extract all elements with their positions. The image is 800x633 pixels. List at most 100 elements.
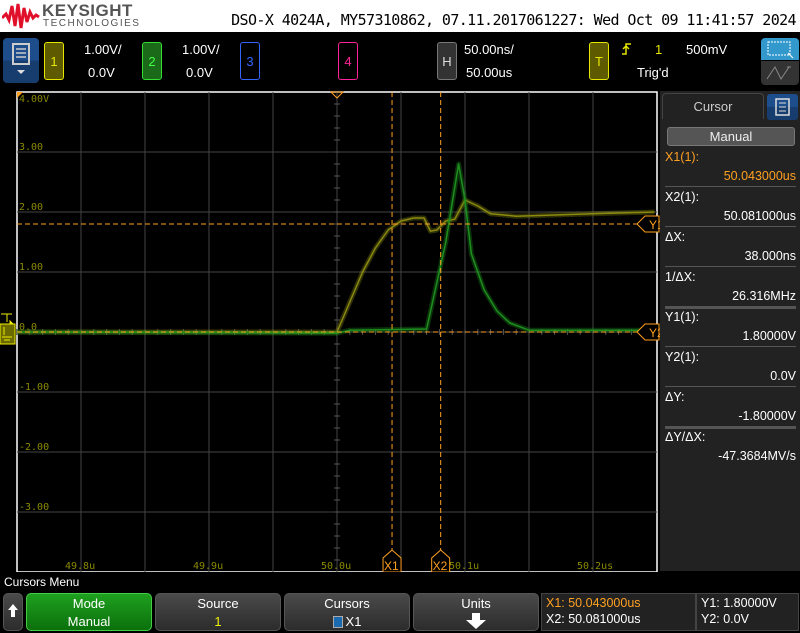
channel-2-scale: 1.00V/ [182, 42, 220, 57]
trigger-status: Trig'd [637, 65, 669, 80]
readout-x1: X1: 50.043000us [546, 596, 641, 610]
channel-2-label: 2 [148, 53, 156, 69]
horizontal-button[interactable]: H [437, 42, 457, 80]
trigger-source: 1 [655, 42, 663, 57]
cursor-row: ΔX: 38.000ns [665, 227, 796, 266]
cursor-row-label: Y2(1): [665, 350, 700, 364]
channel-1-offset: 0.0V [88, 65, 115, 80]
trigger-label: T [595, 53, 603, 69]
waveform-icon [766, 66, 791, 80]
y-tick-label: 4.00V [19, 94, 49, 105]
x-cursor-marker [382, 549, 402, 572]
y-cursor-label: Y2 [649, 326, 660, 340]
cursor-row: ΔY/ΔX: -47.3684MV/s [665, 427, 796, 466]
waveform-tool-button[interactable] [761, 61, 799, 85]
waveform-display[interactable]: 4.00V 3.00 2.00 1.00 0.0 -1.00 -2.00 -3.00 49.8u… [0, 91, 660, 572]
cursor-readout-y: Y1: 1.80000V Y2: 0.0V [696, 593, 799, 631]
mode-softkey-value: Manual [67, 614, 111, 629]
y-tick-label: 1.00 [19, 262, 43, 273]
tab-cursor[interactable]: Cursor [662, 93, 764, 119]
y-cursor-label: Y1 [649, 218, 660, 232]
divider [665, 346, 796, 347]
divider [665, 306, 796, 309]
cursor-row: ΔY: -1.80000V [665, 387, 796, 426]
cursor-row: 1/ΔX: 26.316MHz [665, 267, 796, 306]
cursor-color-swatch [332, 616, 343, 628]
cursor-row-value: 26.316MHz [732, 289, 796, 303]
channel-3-label: 3 [246, 53, 254, 69]
timebase-scale: 50.00ns/ [464, 42, 514, 57]
divider [665, 426, 796, 429]
channel-1-label: 1 [50, 53, 58, 69]
source-softkey-label: Source [197, 596, 239, 611]
rising-edge-icon [622, 43, 631, 55]
channel-2-offset: 0.0V [186, 65, 213, 80]
channel-1-scale: 1.00V/ [84, 42, 122, 57]
y-tick-label: 2.00 [19, 202, 43, 213]
cursor-row-value: -1.80000V [738, 409, 796, 423]
cursor-row-value: 50.043000us [723, 169, 796, 183]
cursor-panel: Cursor Manual X1(1): 50.043000us X2(1): 50.… [660, 91, 800, 571]
divider [665, 186, 796, 187]
cursor-row-value: 0.0V [770, 369, 796, 383]
back-button[interactable] [3, 593, 23, 631]
trigger-level: 500mV [686, 42, 728, 57]
horizontal-label: H [442, 53, 452, 69]
arrow-up-icon [8, 604, 18, 617]
cursors-softkey[interactable]: Cursors X1 [284, 593, 410, 631]
cursor-row-value: 50.081000us [723, 209, 796, 223]
channel-4-button[interactable]: 4 [338, 42, 358, 80]
y-tick-label: -1.00 [19, 382, 49, 393]
divider [665, 226, 796, 227]
x-cursor-marker [431, 549, 451, 572]
cursor-row-value: -47.3684MV/s [718, 449, 796, 463]
timebase-delay: 50.00us [466, 65, 513, 80]
main-menu-button[interactable] [3, 38, 39, 83]
units-softkey-label: Units [461, 596, 491, 611]
menu-icon [12, 43, 30, 74]
readout-x2: X2: 50.081000us [546, 612, 641, 626]
readout-y1: Y1: 1.80000V [701, 596, 777, 610]
channel-4-label: 4 [344, 53, 352, 69]
brand-name: KEYSIGHT [42, 1, 133, 20]
brand-sub: TECHNOLOGIES [43, 18, 141, 29]
cursors-softkey-value: X1 [345, 614, 362, 629]
cursor-row: X1(1): 50.043000us [665, 147, 796, 186]
mode-softkey[interactable]: Mode Manual [26, 593, 152, 631]
mode-softkey-label: Mode [72, 596, 106, 611]
mode-manual-button[interactable]: Manual [667, 127, 795, 146]
x-tick-label: 50.0u [321, 561, 351, 572]
cursor-row-label: Y1(1): [665, 310, 700, 324]
panel-menu-tab[interactable] [767, 94, 798, 120]
source-softkey[interactable]: Source 1 [155, 593, 281, 631]
cursor-row-value: 1.80000V [742, 329, 796, 343]
cursor-row-label: X1(1): [665, 150, 700, 164]
x-cursor-label: X2 [433, 559, 448, 572]
x-cursor-label: X1 [384, 559, 399, 572]
cursor-row-label: ΔY: [665, 390, 685, 404]
cursor-row: Y2(1): 0.0V [665, 347, 796, 386]
cursor-row-label: X2(1): [665, 190, 700, 204]
trigger-button[interactable]: T [589, 42, 609, 80]
x-tick-label: 50.2us [577, 561, 613, 572]
units-softkey[interactable]: Units [413, 593, 539, 631]
ground-icon [2, 327, 12, 341]
cursor-row-label: ΔX: [665, 230, 686, 244]
y-tick-label: -2.00 [19, 442, 49, 453]
list-icon [775, 98, 790, 116]
channel-3-button[interactable]: 3 [240, 42, 260, 80]
zoom-box-button[interactable] [761, 38, 799, 60]
channel-1-button[interactable]: 1 [44, 42, 64, 80]
x-tick-label: 49.8u [65, 561, 95, 572]
menu-title: Cursors Menu [4, 575, 80, 589]
arrow-down-icon [466, 613, 486, 629]
trigger-position-marker [329, 91, 345, 99]
channel-2-button[interactable]: 2 [142, 42, 162, 80]
channel-1-ground-marker [0, 323, 16, 345]
top-corner-marker [17, 92, 23, 98]
divider [665, 386, 796, 387]
cursors-softkey-label: Cursors [324, 596, 370, 611]
cursor-readout-x: X1: 50.043000us X2: 50.081000us [541, 593, 696, 631]
cursor-row: Y1(1): 1.80000V [665, 307, 796, 346]
channel-2-trace [16, 163, 655, 334]
